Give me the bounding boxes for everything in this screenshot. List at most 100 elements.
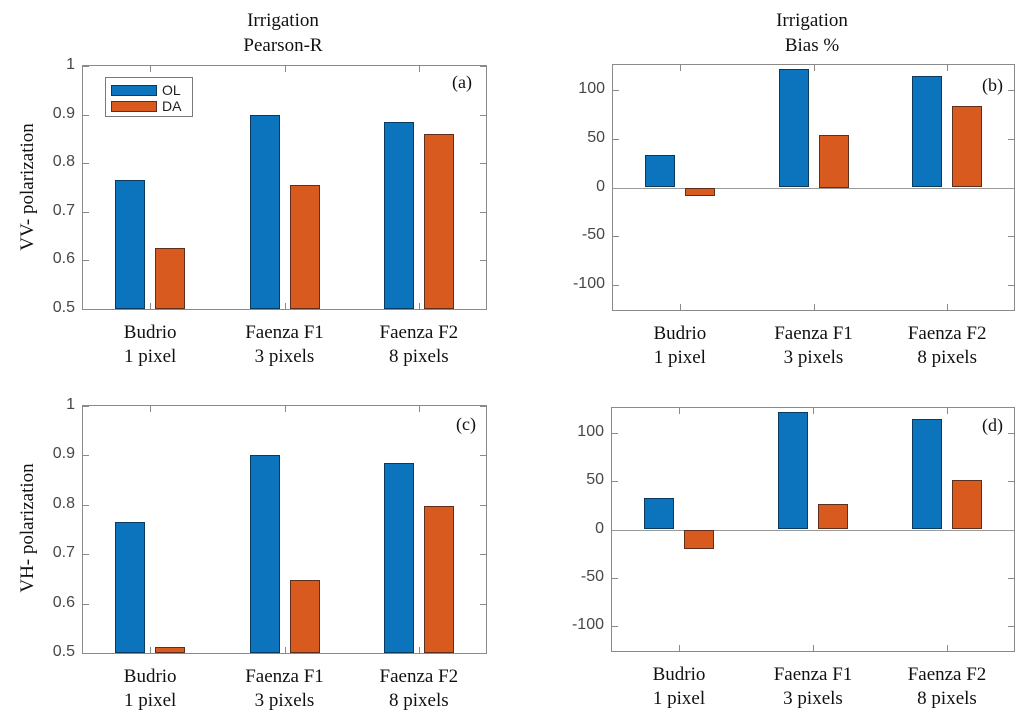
bar-ol-3 [383,121,414,309]
x-category-label: Budrio 1 pixel [599,663,759,711]
bar-da-1 [155,646,186,653]
y-tick [1008,90,1014,92]
y-tick-label: 0.9 [52,445,75,463]
x-category-line: Budrio [123,322,177,343]
y-tick-label: -100 [572,274,605,292]
y-tick-label: 50 [587,128,605,146]
bar-ol-1 [115,180,146,309]
legend-swatch-ol [111,84,157,96]
bar-da-2 [818,504,848,530]
bar-da-3 [423,505,454,653]
x-tick [679,645,680,651]
y-tick-label: 0.5 [52,299,75,316]
bar-ol-3 [912,418,942,530]
y-tick [612,481,618,483]
x-tick [947,645,948,651]
y-tick [612,433,618,435]
x-tick [813,65,815,71]
legend-label-ol: OL [162,82,181,98]
x-category-line: 3 pixels [254,690,315,711]
x-category-line: Budrio [123,666,177,687]
y-tick [1008,433,1014,435]
y-tick [1008,236,1014,238]
x-category-label: Faenza F2 8 pixels [339,321,499,369]
panel-label-d: (d) [982,415,1003,435]
legend-row-da: DA [111,98,192,114]
y-tick [1008,481,1014,483]
x-tick [418,303,420,309]
y-tick-label: 0.8 [52,494,75,512]
legend-swatch-da [111,100,157,112]
y-tick-label: 0 [596,177,605,195]
bar-da-1 [155,248,186,309]
y-tick-label: 0.6 [52,593,75,611]
y-tick [480,211,486,213]
y-tick-label: 0.9 [52,104,75,122]
x-tick [418,647,420,653]
x-category-line: Faenza F1 [245,322,324,343]
x-category-line: 8 pixels [917,347,977,368]
bar-ol-1 [115,522,146,653]
x-tick [418,66,420,72]
x-category-label: Faenza F1 3 pixels [205,665,365,713]
x-tick [284,66,286,72]
x-category-line: Faenza F2 [907,664,987,685]
bar-ol-2 [249,114,280,309]
y-tick [613,90,619,92]
title-bias-line2: Bias % [784,35,840,56]
y-tick [480,653,486,654]
legend-row-ol: OL [111,82,192,98]
x-category-line: 8 pixels [917,688,977,709]
x-category-line: 1 pixel [653,347,706,368]
y-tick [612,625,618,627]
x-category-line: Faenza F2 [907,323,987,344]
y-tick [480,406,486,407]
x-category-line: 3 pixels [783,347,844,368]
x-category-label: Budrio 1 pixel [70,665,230,713]
y-tick [480,554,486,556]
y-tick-label: 100 [578,80,605,98]
y-tick [83,554,89,556]
plot-area-bias-vv: -100 -50 0 50 100 Budrio 1 pixel Faenza F1 3 pix… [573,64,1015,368]
x-tick [284,406,286,412]
y-tick [613,284,619,286]
zero-line [612,529,1014,531]
legend-label-da: DA [162,98,182,114]
x-tick [418,406,420,412]
y-tick [83,603,89,605]
x-category-line: 1 pixel [124,346,177,367]
x-category-label: Faenza F1 3 pixels [734,322,894,370]
y-tick [83,653,89,654]
y-tick [83,163,89,165]
plot-area-bias-vh: -100 -50 0 50 100 Budrio 1 pixel Faenza F1 3 pix… [572,407,1015,709]
bar-ol-2 [778,68,809,188]
y-tick-label: 0.6 [52,250,75,268]
y-tick-label: -50 [581,226,605,244]
x-category-line: 8 pixels [389,690,449,711]
bar-ol-1 [644,155,675,188]
y-tick-label: 0.7 [52,201,75,219]
y-tick [1008,625,1014,627]
x-tick [947,65,949,71]
y-tick [480,603,486,605]
bar-ol-2 [778,411,808,530]
bar-ol-2 [249,455,280,653]
y-tick [480,114,486,116]
y-tick-label: 0.5 [52,643,75,660]
x-tick [947,304,949,310]
title-bias-line1: Irrigation [776,10,848,31]
bar-da-3 [423,134,454,309]
y-tick [480,163,486,165]
ylabel-vh-polarization: VH- polarization [17,463,38,593]
x-tick [679,65,681,71]
title-pearson-line1: Irrigation [247,10,319,31]
y-tick [83,66,89,67]
x-category-line: 8 pixels [389,346,449,367]
y-tick-label: 1 [66,56,75,73]
panel-label-b: (b) [982,75,1003,95]
title-pearson-line2: Pearson-R [243,35,323,56]
y-tick [1008,138,1014,140]
bar-da-1 [684,529,714,549]
y-tick [613,138,619,140]
